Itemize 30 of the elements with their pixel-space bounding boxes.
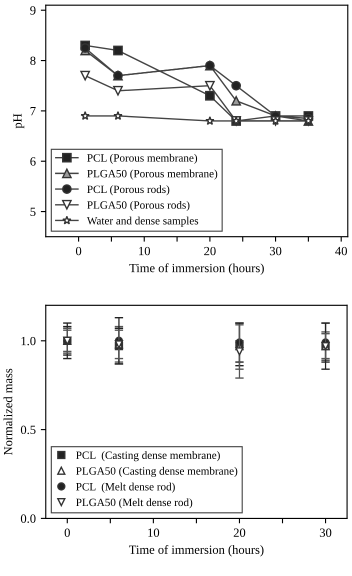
x-tick-label: 20 [234, 528, 246, 537]
y-tick-label: 1.0 [22, 336, 36, 346]
x-tick-label: 10 [148, 528, 160, 537]
y-tick-label: 8 [30, 56, 36, 66]
x-tick-label: 40 [335, 246, 347, 256]
legend-label: PLGA50 (Melt dense rod) [76, 498, 192, 508]
x-axis-title: Time of immersion (hours) [128, 545, 264, 556]
y-tick-label: 5 [30, 208, 36, 216]
legend-label: PCL (Casting dense membrane) [76, 451, 220, 462]
legend-label: PLGA50 (Porous membrane) [87, 170, 218, 180]
legend-label: PLGA50 (Porous rods) [87, 200, 190, 212]
x-tick-label: 0 [76, 246, 82, 256]
y-tick-label: 0.0 [20, 514, 36, 523]
y-axis-title: pH [13, 114, 24, 128]
x-axis-title: Time of immersion (hours) [129, 263, 264, 275]
y-tick-label: 0.5 [20, 426, 36, 434]
y-axis-title: Normalized mass [4, 368, 12, 456]
y-tick-label: 6 [30, 157, 36, 166]
legend-label: PLGA50 (Casting dense membrane) [76, 466, 238, 477]
legend-label: PCL (Porous membrane) [87, 154, 198, 164]
x-tick-label: 30 [270, 246, 282, 256]
y-tick-label: 9 [30, 6, 36, 15]
x-tick-label: 30 [320, 528, 332, 537]
x-tick-label: 10 [139, 246, 150, 256]
y-tick-label: 7 [30, 107, 36, 116]
legend-label: Water and dense samples [86, 216, 198, 227]
x-tick-label: 20 [204, 246, 216, 256]
x-tick-label: 0 [64, 528, 70, 537]
legend-label: PCL (Porous rods) [87, 185, 170, 196]
legend-label: PCL (Melt dense rod) [76, 482, 175, 493]
